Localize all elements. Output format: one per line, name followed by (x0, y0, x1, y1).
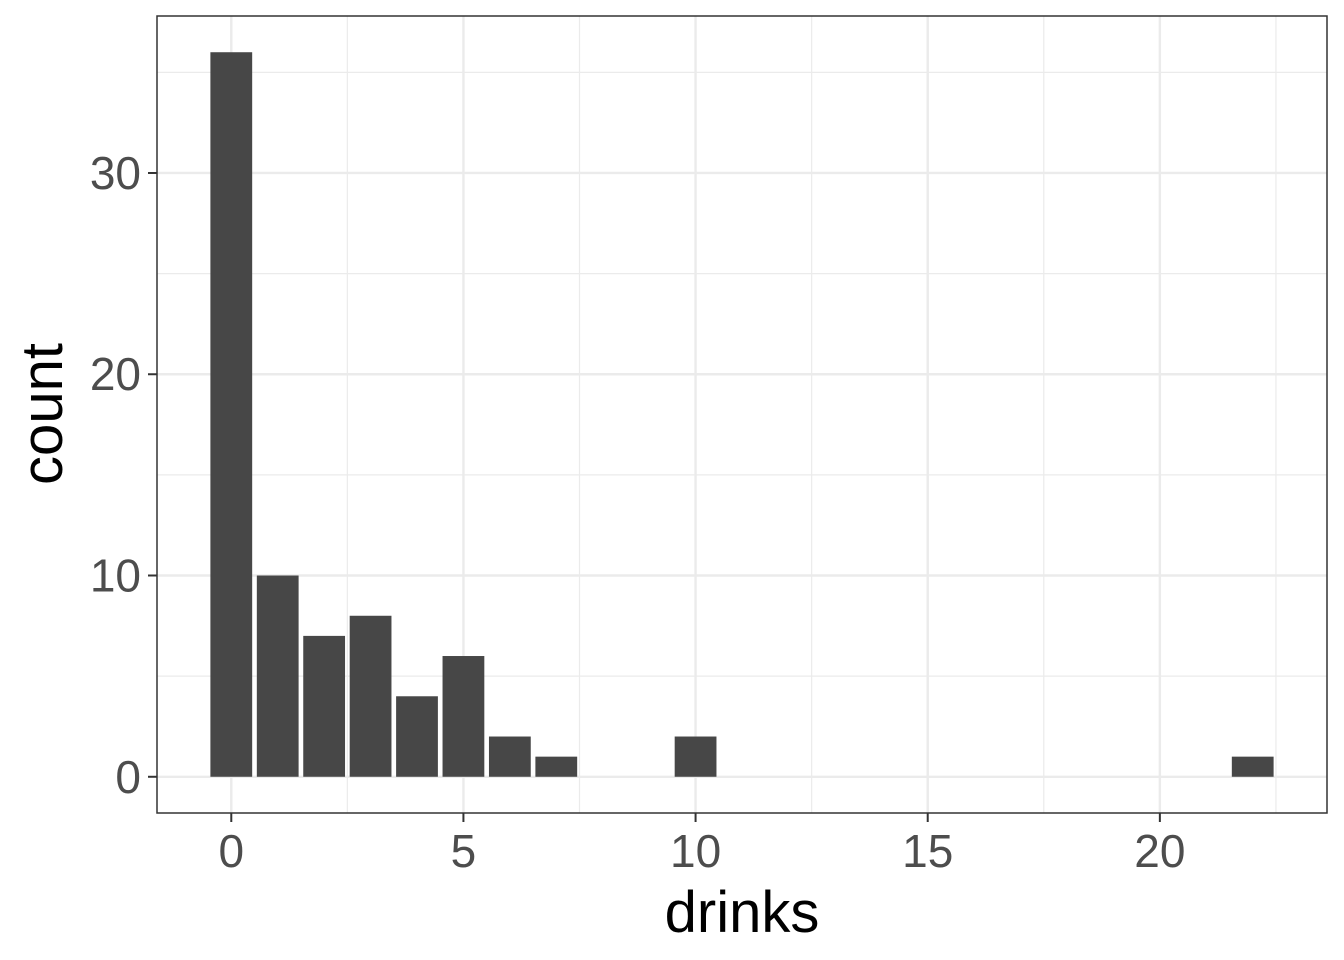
panel-border (156, 15, 1328, 814)
bar (396, 696, 438, 777)
y-axis-ticks: 0 10 20 30 (90, 147, 157, 803)
bars (210, 52, 1274, 777)
x-tick-label: 5 (451, 825, 477, 877)
bar (256, 575, 299, 777)
bar (674, 736, 717, 777)
y-tick-label: 0 (115, 751, 141, 803)
bar (488, 736, 531, 777)
bar (1231, 756, 1274, 777)
y-tick-label: 20 (90, 348, 141, 400)
bar (442, 656, 485, 777)
bar (303, 635, 346, 777)
bar (210, 52, 253, 777)
x-tick-label: 15 (902, 825, 953, 877)
x-axis-ticks: 0 5 10 15 20 (218, 813, 1185, 877)
bar (535, 756, 578, 777)
y-axis-title: count (10, 343, 75, 485)
major-gridlines (157, 16, 1327, 813)
x-tick-label: 0 (218, 825, 244, 877)
x-axis-title: drinks (665, 880, 820, 945)
x-tick-label: 20 (1134, 825, 1185, 877)
y-tick-label: 30 (90, 147, 141, 199)
y-tick-label: 10 (90, 550, 141, 602)
x-tick-label: 10 (670, 825, 721, 877)
bar (349, 615, 392, 777)
